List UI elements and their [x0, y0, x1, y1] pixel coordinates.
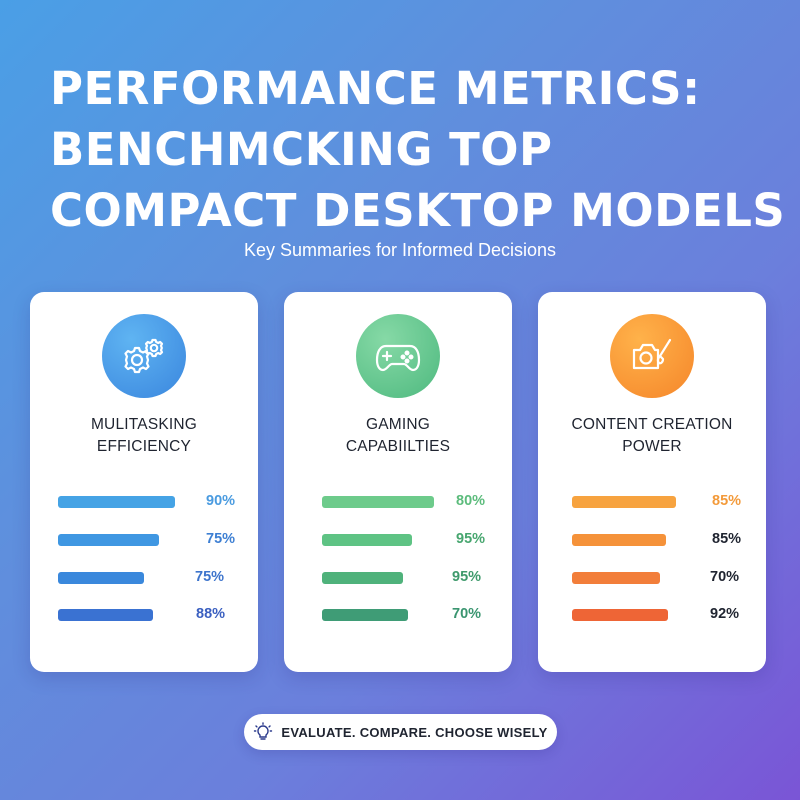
metric-value: 95% [452, 569, 482, 585]
metric-value: 70% [710, 569, 740, 585]
metric-row: 88% [30, 604, 258, 626]
gears-icon [102, 314, 186, 398]
card-title-line: MULITASKING [90, 416, 198, 433]
metric-row: 92% [538, 604, 766, 626]
page-subtitle: Key Summaries for Informed Decisions [243, 240, 557, 260]
metric-card-multitasking: MULITASKING EFFICIENCY 90% 75% 75% 88% [30, 292, 258, 672]
metric-value: 75% [206, 531, 236, 547]
card-title-line: POWER [622, 438, 682, 455]
card-title-line: CAPABIILTIES [345, 438, 451, 455]
metric-row: 80% [284, 491, 512, 513]
metric-value: 92% [710, 606, 740, 622]
metric-bar [322, 572, 403, 584]
metric-value: 85% [712, 531, 742, 547]
metric-row: 90% [30, 491, 258, 513]
page-title: PERFORMANCE METRICS: BENCHMCKING TOP COM… [50, 58, 786, 241]
card-title-line: CONTENT CREATION [571, 416, 733, 433]
metric-value: 75% [195, 569, 225, 585]
camera-brush-icon [610, 314, 694, 398]
metric-bar [572, 572, 661, 584]
metric-value: 85% [712, 493, 742, 509]
title-line: PERFORMANCE METRICS: [50, 62, 701, 115]
card-title: GAMING CAPABIILTIES [284, 414, 512, 458]
title-line: BENCHMCKING TOP [50, 123, 553, 176]
metric-value: 88% [196, 606, 226, 622]
card-title: CONTENT CREATION POWER [538, 414, 766, 458]
metric-bar [322, 534, 412, 546]
title-line: COMPACT DESKTOP MODELS [50, 184, 786, 237]
metric-bar [572, 496, 676, 508]
metric-row: 75% [30, 567, 258, 589]
metric-bar [322, 496, 434, 508]
lightbulb-icon [253, 722, 273, 742]
metric-bar [572, 534, 666, 546]
metric-row: 70% [538, 567, 766, 589]
metric-bar [58, 572, 144, 584]
card-title-line: GAMING [365, 416, 431, 433]
metric-row: 75% [30, 529, 258, 551]
metric-bar [572, 609, 669, 621]
metric-bar [58, 609, 153, 621]
metric-value: 70% [452, 606, 482, 622]
gamepad-icon [356, 314, 440, 398]
metric-value: 80% [456, 493, 486, 509]
card-title-line: EFFICIENCY [96, 438, 192, 455]
metric-bar [58, 534, 160, 546]
footer-text: EVALUATE. COMPARE. CHOOSE WISELY [281, 724, 548, 740]
metric-bar [322, 609, 408, 621]
metric-bar [58, 496, 175, 508]
metric-row: 70% [284, 604, 512, 626]
metric-value: 95% [456, 531, 486, 547]
metric-card-content-creation: CONTENT CREATION POWER 85% 85% 70% 92% [538, 292, 766, 672]
metric-row: 85% [538, 529, 766, 551]
metric-value: 90% [206, 493, 236, 509]
metric-row: 95% [284, 567, 512, 589]
footer-tagline: EVALUATE. COMPARE. CHOOSE WISELY [244, 714, 557, 750]
metric-row: 95% [284, 529, 512, 551]
metric-row: 85% [538, 491, 766, 513]
card-title: MULITASKING EFFICIENCY [30, 414, 258, 458]
metric-card-gaming: GAMING CAPABIILTIES 80% 95% 95% 70% [284, 292, 512, 672]
